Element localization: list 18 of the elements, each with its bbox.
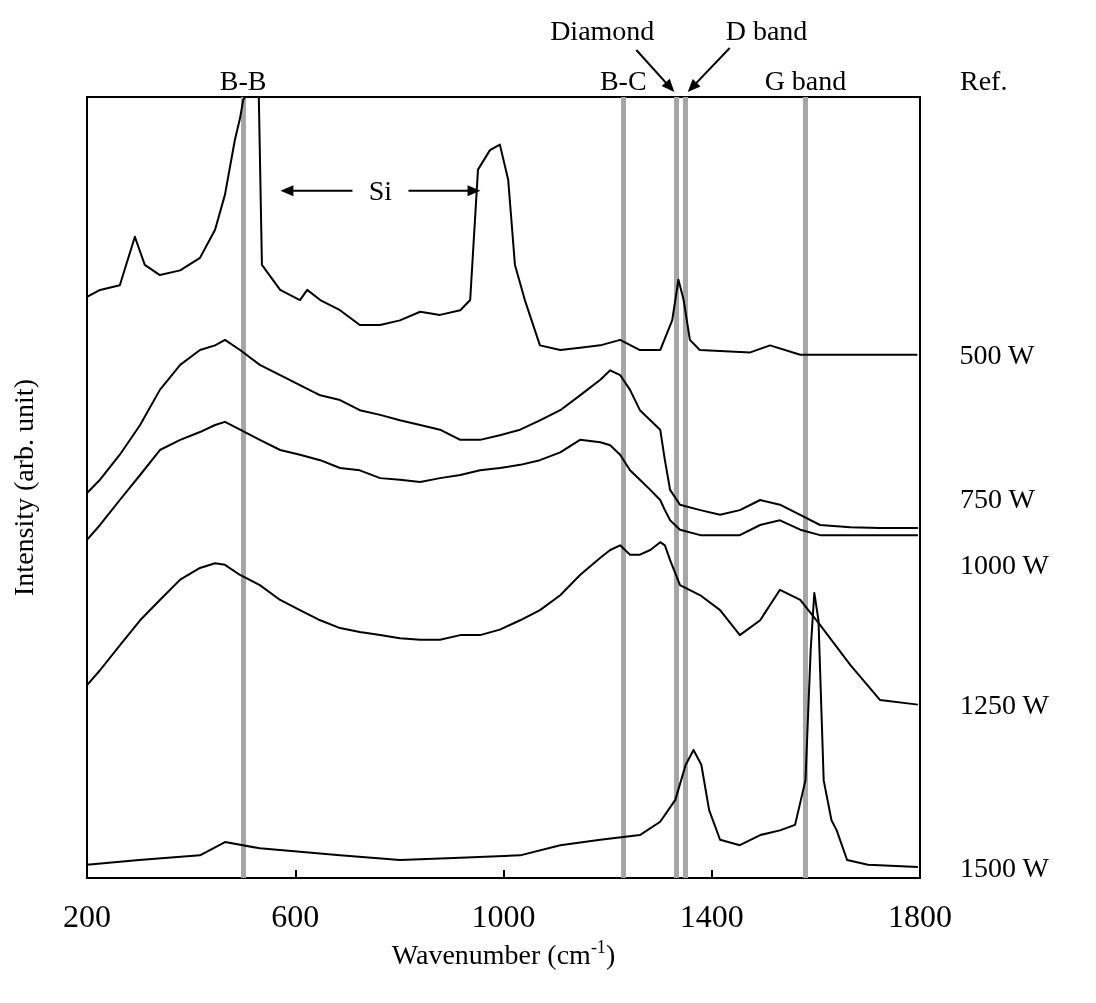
y-axis-title: Intensity (arb. unit)	[7, 379, 39, 596]
x-tick-label: 600	[271, 898, 320, 934]
ref-line-label: B-C	[599, 64, 647, 96]
annotation: Si	[368, 175, 393, 207]
series-label: 1000 W	[959, 549, 1050, 581]
series-label: 500 W	[959, 339, 1035, 371]
x-tick-label: 1000	[471, 898, 536, 934]
ref-line-label: D band	[725, 14, 808, 46]
x-tick-label: 1800	[888, 898, 952, 934]
x-tick-label: 1400	[679, 898, 744, 934]
ref-line-label: B-B	[219, 64, 267, 96]
ref-line-label: Diamond	[550, 14, 655, 46]
x-tick-label: 200	[63, 898, 111, 934]
series-label: 1250 W	[959, 689, 1050, 721]
ref-line-label: G band	[764, 64, 847, 96]
series-label: 1500 W	[959, 851, 1050, 883]
series-label: 750 W	[959, 483, 1036, 515]
text: Ref.	[960, 64, 1008, 96]
